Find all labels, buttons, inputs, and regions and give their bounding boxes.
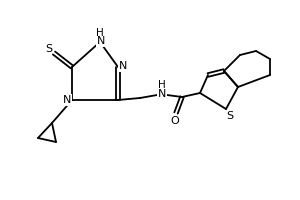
Text: N: N bbox=[158, 89, 166, 99]
Text: H: H bbox=[158, 80, 166, 90]
Text: H: H bbox=[96, 28, 104, 38]
Text: N: N bbox=[63, 95, 71, 105]
Text: S: S bbox=[226, 111, 234, 121]
Text: N: N bbox=[97, 36, 105, 46]
Text: O: O bbox=[171, 116, 179, 126]
Text: N: N bbox=[119, 61, 127, 71]
Text: S: S bbox=[45, 44, 52, 54]
